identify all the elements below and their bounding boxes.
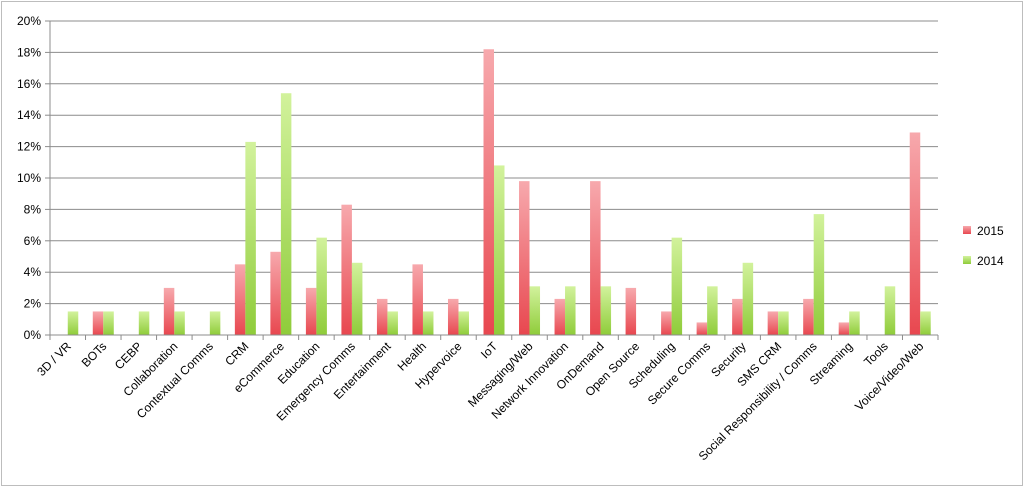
bar-2014-9: [387, 311, 398, 335]
bar-2014-15: [600, 286, 612, 335]
bar-2014-24: [920, 311, 931, 335]
bar-2014-12: [494, 165, 505, 335]
bar-2014-6: [280, 93, 292, 335]
y-tick-label: 16%: [17, 77, 41, 91]
axes: [45, 20, 939, 340]
bar-2015-3: [163, 287, 175, 335]
bar-2015-15: [590, 181, 601, 335]
x-tick-label: IoT: [478, 339, 501, 362]
bar-2014-21: [813, 214, 825, 335]
bar-2015-24: [909, 132, 921, 335]
y-tick-label: 0%: [24, 328, 42, 342]
legend-label-2014: 2014: [977, 254, 1004, 268]
y-tick-label: 8%: [24, 202, 42, 216]
bar-2015-5: [234, 264, 246, 335]
bar-2014-11: [458, 311, 469, 335]
bar-2014-17: [671, 237, 683, 335]
bar-2014-1: [103, 311, 114, 335]
bar-2014-14: [565, 286, 576, 335]
bar-2014-3: [174, 311, 185, 335]
bar-2015-8: [341, 204, 352, 335]
y-tick-label: 2%: [24, 297, 42, 311]
bar-2015-11: [447, 298, 459, 335]
y-tick-labels: 0% 2% 4% 6% 8% 10% 12% 14% 16% 18% 20%: [17, 14, 41, 342]
bar-2014-0: [67, 311, 79, 335]
x-tick-label: Secure Comms: [645, 339, 713, 407]
x-tick-label: 3D / VR: [34, 339, 74, 379]
bar-2014-2: [138, 311, 150, 335]
bar-2014-23: [884, 286, 896, 335]
y-tick-label: 14%: [17, 108, 41, 122]
bar-2014-10: [422, 311, 434, 335]
bar-2015-12: [483, 49, 494, 335]
bar-2015-19: [732, 298, 743, 335]
x-tick-label: BOTs: [79, 339, 110, 370]
bar-2015-9: [376, 298, 388, 335]
bar-2014-7: [316, 237, 327, 335]
bar-2015-1: [92, 311, 104, 335]
bar-2015-16: [625, 287, 637, 335]
bar-2015-13: [519, 181, 530, 335]
bar-2014-22: [849, 311, 860, 335]
bar-2015-21: [803, 298, 814, 335]
bar-2014-5: [245, 141, 256, 335]
bar-2014-8: [351, 262, 363, 335]
bar-2014-20: [778, 311, 789, 335]
x-tick-label: Health: [395, 339, 429, 373]
x-tick-label: CRM: [222, 339, 251, 368]
bar-2015-14: [554, 298, 566, 335]
bars: [67, 49, 931, 335]
bar-2015-20: [767, 311, 779, 335]
y-tick-label: 20%: [17, 14, 41, 28]
y-tick-label: 18%: [17, 45, 41, 59]
bar-2014-19: [742, 262, 754, 335]
y-tick-label: 4%: [24, 265, 42, 279]
bar-2014-18: [707, 286, 718, 335]
y-tick-label: 12%: [17, 140, 41, 154]
y-tick-label: 10%: [17, 171, 41, 185]
legend-label-2015: 2015: [977, 224, 1004, 238]
legend-swatch-2014: [963, 256, 971, 264]
bar-2014-4: [209, 311, 221, 335]
y-tick-label: 6%: [24, 234, 42, 248]
legend: 2015 2014: [963, 224, 1004, 268]
bar-2015-6: [270, 251, 281, 335]
legend-swatch-2015: [963, 226, 971, 234]
x-tick-label: Tools: [861, 339, 891, 369]
x-tick-label: CEBP: [112, 339, 145, 372]
bar-2014-13: [529, 286, 541, 335]
bar-2015-22: [838, 322, 850, 335]
bar-2015-17: [661, 311, 672, 335]
bar-2015-18: [696, 322, 708, 335]
bar-2015-10: [412, 264, 423, 335]
bar-2015-7: [305, 287, 317, 335]
